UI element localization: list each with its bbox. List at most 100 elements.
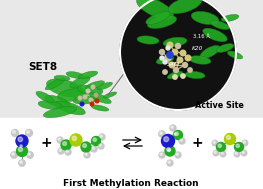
Ellipse shape	[73, 96, 97, 104]
Circle shape	[168, 149, 170, 151]
Circle shape	[176, 153, 178, 155]
Circle shape	[213, 141, 215, 143]
Circle shape	[165, 55, 171, 61]
Circle shape	[212, 140, 218, 146]
Circle shape	[220, 151, 226, 157]
Circle shape	[242, 151, 244, 153]
Circle shape	[160, 132, 162, 134]
Circle shape	[57, 137, 63, 143]
Circle shape	[70, 134, 82, 146]
Circle shape	[225, 133, 235, 145]
Circle shape	[235, 143, 244, 152]
Circle shape	[18, 137, 23, 142]
Circle shape	[18, 147, 23, 152]
Circle shape	[58, 138, 60, 140]
Circle shape	[100, 135, 102, 137]
Circle shape	[213, 150, 219, 156]
Circle shape	[188, 68, 192, 72]
Circle shape	[173, 75, 177, 79]
Ellipse shape	[216, 44, 234, 52]
Circle shape	[174, 133, 176, 135]
Ellipse shape	[89, 92, 111, 104]
Circle shape	[161, 135, 174, 147]
Ellipse shape	[163, 37, 187, 47]
Ellipse shape	[227, 51, 242, 59]
Circle shape	[78, 96, 82, 100]
Circle shape	[81, 142, 91, 152]
Ellipse shape	[137, 36, 159, 44]
Circle shape	[13, 131, 15, 133]
Circle shape	[167, 42, 173, 48]
Circle shape	[185, 55, 191, 61]
Circle shape	[159, 131, 165, 137]
Ellipse shape	[200, 46, 220, 59]
Circle shape	[167, 148, 170, 152]
Circle shape	[175, 152, 181, 158]
Text: Active Site: Active Site	[195, 101, 244, 110]
Circle shape	[83, 95, 87, 99]
Circle shape	[99, 144, 101, 146]
Ellipse shape	[147, 15, 177, 29]
Circle shape	[167, 52, 173, 58]
Circle shape	[226, 135, 231, 139]
Ellipse shape	[43, 106, 77, 118]
Ellipse shape	[221, 15, 239, 22]
Ellipse shape	[168, 71, 183, 79]
Circle shape	[20, 145, 22, 147]
Circle shape	[19, 144, 25, 150]
Ellipse shape	[45, 95, 71, 109]
Ellipse shape	[98, 82, 113, 90]
Circle shape	[63, 142, 67, 146]
Circle shape	[163, 60, 167, 64]
Circle shape	[120, 0, 236, 110]
Circle shape	[174, 130, 183, 139]
Circle shape	[27, 152, 33, 158]
Circle shape	[99, 134, 105, 140]
Circle shape	[94, 93, 98, 97]
Circle shape	[58, 148, 64, 154]
Ellipse shape	[185, 71, 205, 79]
Circle shape	[181, 74, 185, 78]
Circle shape	[168, 161, 170, 163]
Circle shape	[236, 144, 239, 147]
Circle shape	[218, 144, 221, 147]
Circle shape	[166, 46, 170, 50]
Circle shape	[95, 99, 99, 103]
Circle shape	[98, 143, 104, 149]
Circle shape	[165, 146, 175, 156]
Circle shape	[163, 70, 167, 74]
Ellipse shape	[91, 105, 109, 111]
Circle shape	[164, 137, 169, 142]
Circle shape	[61, 140, 71, 150]
Ellipse shape	[156, 56, 174, 64]
Circle shape	[242, 140, 248, 146]
Circle shape	[177, 57, 183, 63]
Text: +: +	[191, 136, 203, 150]
Circle shape	[80, 102, 84, 106]
Ellipse shape	[85, 81, 105, 89]
Circle shape	[92, 136, 100, 146]
Ellipse shape	[66, 72, 84, 78]
Circle shape	[180, 50, 186, 56]
Text: K20: K20	[192, 46, 203, 50]
Ellipse shape	[78, 71, 98, 79]
Circle shape	[11, 152, 17, 158]
Circle shape	[173, 132, 179, 138]
Circle shape	[167, 148, 173, 154]
Circle shape	[172, 49, 178, 55]
Circle shape	[235, 152, 237, 154]
Circle shape	[16, 135, 28, 147]
Ellipse shape	[136, 0, 173, 19]
Circle shape	[26, 129, 33, 136]
Circle shape	[180, 139, 182, 141]
Circle shape	[216, 143, 225, 152]
Circle shape	[19, 160, 25, 166]
Text: 3.16 Å: 3.16 Å	[193, 35, 210, 40]
Text: +: +	[40, 136, 52, 150]
Circle shape	[221, 152, 223, 154]
Circle shape	[92, 147, 94, 149]
Circle shape	[83, 144, 87, 147]
Circle shape	[179, 138, 185, 144]
Circle shape	[167, 160, 173, 166]
Ellipse shape	[103, 92, 117, 98]
